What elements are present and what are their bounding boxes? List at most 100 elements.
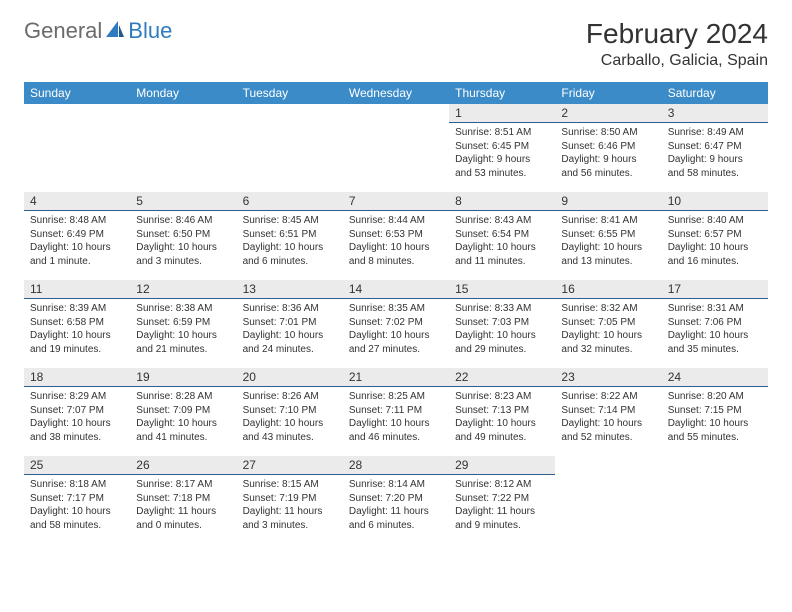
daylight-line: Daylight: 10 hours and 58 minutes.	[30, 505, 124, 532]
daylight-line: Daylight: 10 hours and 55 minutes.	[668, 417, 762, 444]
day-cell	[24, 104, 130, 192]
sunset-line: Sunset: 7:03 PM	[455, 316, 549, 330]
title-block: February 2024 Carballo, Galicia, Spain	[586, 18, 768, 70]
day-header-sun: Sunday	[24, 82, 130, 104]
day-header-mon: Monday	[130, 82, 236, 104]
day-number: 21	[343, 368, 449, 387]
day-cell: 25 Sunrise: 8:18 AMSunset: 7:17 PMDayligh…	[24, 456, 130, 544]
day-number: 22	[449, 368, 555, 387]
sunset-line: Sunset: 7:18 PM	[136, 492, 230, 506]
daylight-line: Daylight: 10 hours and 52 minutes.	[561, 417, 655, 444]
sunset-line: Sunset: 6:59 PM	[136, 316, 230, 330]
sunset-line: Sunset: 6:54 PM	[455, 228, 549, 242]
day-number: 1	[449, 104, 555, 123]
empty-day	[24, 104, 130, 123]
day-number: 19	[130, 368, 236, 387]
sunrise-line: Sunrise: 8:17 AM	[136, 478, 230, 492]
daylight-line: Daylight: 10 hours and 19 minutes.	[30, 329, 124, 356]
day-body: Sunrise: 8:49 AMSunset: 6:47 PMDaylight:…	[662, 123, 768, 186]
day-cell: 29Sunrise: 8:12 AMSunset: 7:22 PMDayligh…	[449, 456, 555, 544]
day-number: 24	[662, 368, 768, 387]
sunset-line: Sunset: 6:50 PM	[136, 228, 230, 242]
day-cell	[555, 456, 661, 544]
sunset-line: Sunset: 6:47 PM	[668, 140, 762, 154]
sunset-line: Sunset: 7:17 PM	[30, 492, 124, 506]
sunset-line: Sunset: 7:09 PM	[136, 404, 230, 418]
empty-day	[555, 456, 661, 475]
calendar-body: 1Sunrise: 8:51 AMSunset: 6:45 PMDaylight…	[24, 104, 768, 544]
day-cell: 18Sunrise: 8:29 AMSunset: 7:07 PMDayligh…	[24, 368, 130, 456]
month-title: February 2024	[586, 18, 768, 50]
day-body: Sunrise: 8:50 AMSunset: 6:46 PMDaylight:…	[555, 123, 661, 186]
daylight-line: Daylight: 10 hours and 46 minutes.	[349, 417, 443, 444]
sunrise-line: Sunrise: 8:28 AM	[136, 390, 230, 404]
sunrise-line: Sunrise: 8:15 AM	[243, 478, 337, 492]
day-number: 9	[555, 192, 661, 211]
daylight-line: Daylight: 10 hours and 13 minutes.	[561, 241, 655, 268]
sunrise-line: Sunrise: 8:18 AM	[30, 478, 124, 492]
sunset-line: Sunset: 7:10 PM	[243, 404, 337, 418]
daylight-line: Daylight: 10 hours and 43 minutes.	[243, 417, 337, 444]
day-cell: 8Sunrise: 8:43 AMSunset: 6:54 PMDaylight…	[449, 192, 555, 280]
sunrise-line: Sunrise: 8:40 AM	[668, 214, 762, 228]
day-cell	[343, 104, 449, 192]
sunrise-line: Sunrise: 8:22 AM	[561, 390, 655, 404]
sunset-line: Sunset: 7:01 PM	[243, 316, 337, 330]
sunrise-line: Sunrise: 8:50 AM	[561, 126, 655, 140]
day-cell: 13Sunrise: 8:36 AMSunset: 7:01 PMDayligh…	[237, 280, 343, 368]
day-body: Sunrise: 8:26 AMSunset: 7:10 PMDaylight:…	[237, 387, 343, 450]
sunset-line: Sunset: 7:22 PM	[455, 492, 549, 506]
day-body: Sunrise: 8:14 AMSunset: 7:20 PMDaylight:…	[343, 475, 449, 538]
day-cell: 4Sunrise: 8:48 AMSunset: 6:49 PMDaylight…	[24, 192, 130, 280]
day-body: Sunrise: 8:51 AMSunset: 6:45 PMDaylight:…	[449, 123, 555, 186]
daylight-line: Daylight: 10 hours and 1 minute.	[30, 241, 124, 268]
day-number: 5	[130, 192, 236, 211]
day-cell: 14Sunrise: 8:35 AMSunset: 7:02 PMDayligh…	[343, 280, 449, 368]
sunrise-line: Sunrise: 8:41 AM	[561, 214, 655, 228]
day-number: 16	[555, 280, 661, 299]
day-body: Sunrise: 8:25 AMSunset: 7:11 PMDaylight:…	[343, 387, 449, 450]
sunrise-line: Sunrise: 8:46 AM	[136, 214, 230, 228]
sunrise-line: Sunrise: 8:31 AM	[668, 302, 762, 316]
day-number: 17	[662, 280, 768, 299]
day-number: 26	[130, 456, 236, 475]
empty-day	[237, 104, 343, 123]
day-number: 7	[343, 192, 449, 211]
day-cell	[130, 104, 236, 192]
day-body: Sunrise: 8:12 AMSunset: 7:22 PMDaylight:…	[449, 475, 555, 538]
day-cell: 9Sunrise: 8:41 AMSunset: 6:55 PMDaylight…	[555, 192, 661, 280]
week-row: 18Sunrise: 8:29 AMSunset: 7:07 PMDayligh…	[24, 368, 768, 456]
day-number: 14	[343, 280, 449, 299]
day-body: Sunrise: 8:22 AMSunset: 7:14 PMDaylight:…	[555, 387, 661, 450]
sunrise-line: Sunrise: 8:35 AM	[349, 302, 443, 316]
day-cell: 15Sunrise: 8:33 AMSunset: 7:03 PMDayligh…	[449, 280, 555, 368]
logo: General Blue	[24, 18, 172, 44]
sunrise-line: Sunrise: 8:44 AM	[349, 214, 443, 228]
day-body: Sunrise: 8:36 AMSunset: 7:01 PMDaylight:…	[237, 299, 343, 362]
sunset-line: Sunset: 7:15 PM	[668, 404, 762, 418]
sunset-line: Sunset: 7:19 PM	[243, 492, 337, 506]
day-cell	[662, 456, 768, 544]
sunset-line: Sunset: 7:14 PM	[561, 404, 655, 418]
day-number: 15	[449, 280, 555, 299]
header-bar: General Blue February 2024 Carballo, Gal…	[24, 18, 768, 70]
day-body: Sunrise: 8:43 AMSunset: 6:54 PMDaylight:…	[449, 211, 555, 274]
sunrise-line: Sunrise: 8:39 AM	[30, 302, 124, 316]
day-number: 25	[24, 456, 130, 475]
day-number: 11	[24, 280, 130, 299]
day-body: Sunrise: 8:44 AMSunset: 6:53 PMDaylight:…	[343, 211, 449, 274]
day-header-row: Sunday Monday Tuesday Wednesday Thursday…	[24, 82, 768, 104]
daylight-line: Daylight: 10 hours and 8 minutes.	[349, 241, 443, 268]
sunset-line: Sunset: 6:53 PM	[349, 228, 443, 242]
sunset-line: Sunset: 7:05 PM	[561, 316, 655, 330]
daylight-line: Daylight: 10 hours and 29 minutes.	[455, 329, 549, 356]
day-cell: 23Sunrise: 8:22 AMSunset: 7:14 PMDayligh…	[555, 368, 661, 456]
day-cell: 7Sunrise: 8:44 AMSunset: 6:53 PMDaylight…	[343, 192, 449, 280]
sunrise-line: Sunrise: 8:43 AM	[455, 214, 549, 228]
day-number: 10	[662, 192, 768, 211]
daylight-line: Daylight: 9 hours and 53 minutes.	[455, 153, 549, 180]
day-cell: 16Sunrise: 8:32 AMSunset: 7:05 PMDayligh…	[555, 280, 661, 368]
sunrise-line: Sunrise: 8:14 AM	[349, 478, 443, 492]
sunset-line: Sunset: 7:06 PM	[668, 316, 762, 330]
sunset-line: Sunset: 7:20 PM	[349, 492, 443, 506]
